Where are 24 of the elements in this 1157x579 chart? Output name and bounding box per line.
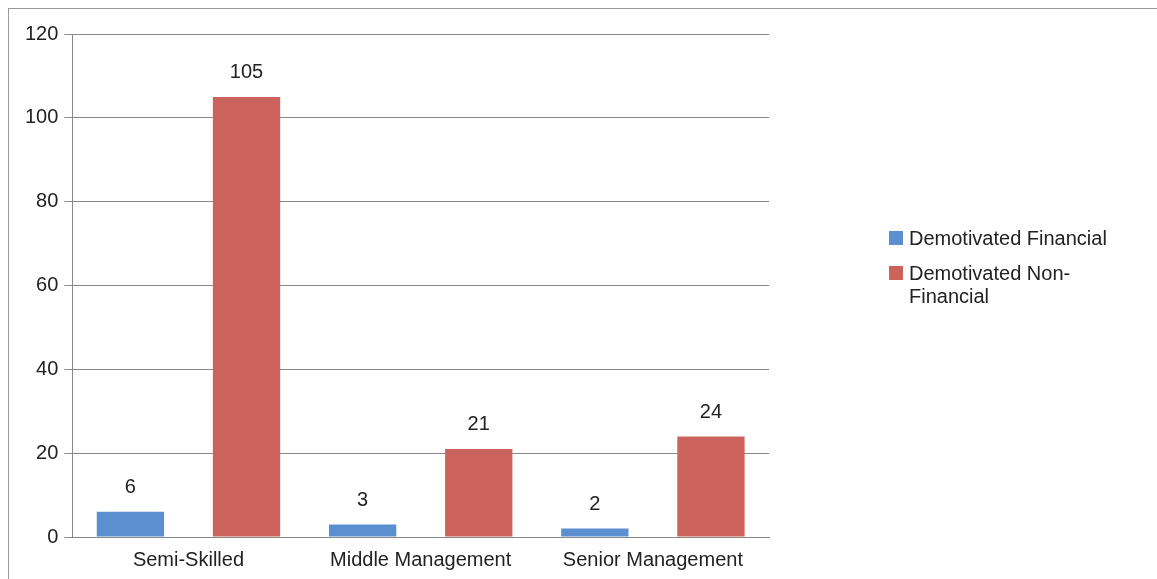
x-tick-label: Middle Management: [330, 547, 512, 570]
y-tick-label: 100: [24, 105, 59, 128]
legend-label: Demotivated Non-Financial: [909, 262, 1072, 308]
bar: [328, 524, 397, 537]
y-tick-label: 40: [36, 356, 59, 379]
data-label: 3: [357, 487, 369, 510]
x-tick-label: Senior Management: [562, 547, 744, 570]
data-label: 21: [467, 412, 490, 435]
y-tick-label: 120: [24, 21, 59, 44]
bar: [561, 528, 629, 537]
bar: [96, 511, 165, 537]
bar: [445, 448, 513, 537]
data-label: 105: [229, 60, 264, 83]
x-tick-label: Semi-Skilled: [132, 547, 245, 570]
y-tick-label: 0: [47, 524, 59, 547]
y-tick-label: 80: [36, 189, 59, 212]
data-label: 24: [699, 399, 723, 422]
bar: [212, 96, 281, 537]
legend-label: Demotivated Financial: [909, 227, 1107, 250]
y-tick-label: 60: [36, 273, 59, 296]
y-tick-label: 20: [36, 440, 59, 463]
data-label: 6: [124, 475, 136, 498]
data-label: 2: [589, 492, 601, 515]
bar: [677, 436, 745, 537]
